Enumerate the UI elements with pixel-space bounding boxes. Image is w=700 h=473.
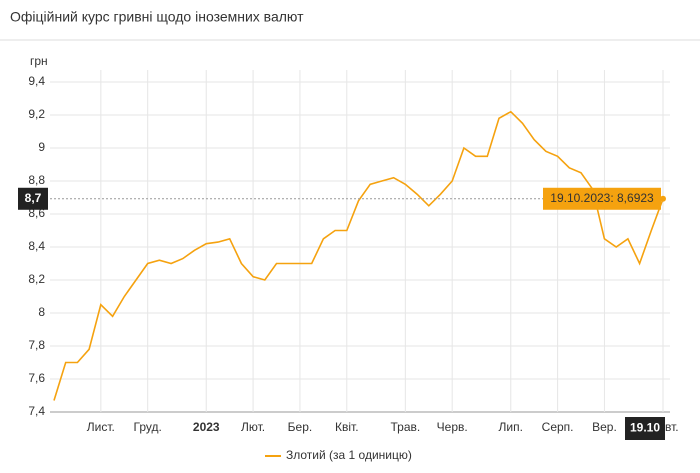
y-axis-label: грн — [30, 54, 48, 68]
x-tick-label: Трав. — [390, 420, 420, 434]
crosshair-x-label: 19.10 — [630, 421, 660, 435]
chart-title: Офіційний курс гривні щодо іноземних вал… — [10, 9, 304, 25]
annotation-box — [543, 187, 661, 210]
y-tick-label: 9,4 — [28, 74, 45, 88]
y-tick-label: 7,4 — [28, 404, 45, 418]
y-tick-label: 8,8 — [28, 173, 45, 187]
crosshair-y-box — [18, 187, 48, 210]
x-tick-label: Лист. — [87, 420, 115, 434]
x-tick-label: Черв. — [437, 420, 468, 434]
x-tick-label: Вер. — [592, 420, 617, 434]
y-tick-label: 8,2 — [28, 272, 45, 286]
crosshair-y-label: 8,7 — [25, 191, 42, 205]
data-line — [53, 110, 664, 401]
x-tick-label: Груд. — [134, 420, 162, 434]
x-tick-label: Лип. — [499, 420, 523, 434]
x-tick-label: Квіт. — [335, 420, 359, 434]
y-tick-label: 7,6 — [28, 371, 45, 385]
x-tick-label: Лют. — [241, 420, 265, 434]
x-tick-label: 2023 — [193, 420, 220, 434]
legend-label: Злотий (за 1 одиницю) — [286, 448, 412, 462]
crosshair-x-box — [625, 417, 665, 440]
point-marker — [660, 195, 666, 202]
y-tick-label: 7,8 — [28, 338, 45, 352]
y-tick-label: 9,2 — [28, 107, 45, 121]
y-tick-label: 9 — [38, 140, 45, 154]
x-tick-label: Бер. — [288, 420, 313, 434]
y-tick-label: 8,4 — [28, 239, 45, 253]
y-tick-label: 8 — [38, 305, 45, 319]
annotation: 19.10.2023: 8,6923 — [550, 191, 654, 205]
x-tick-label: Серп. — [542, 420, 574, 434]
